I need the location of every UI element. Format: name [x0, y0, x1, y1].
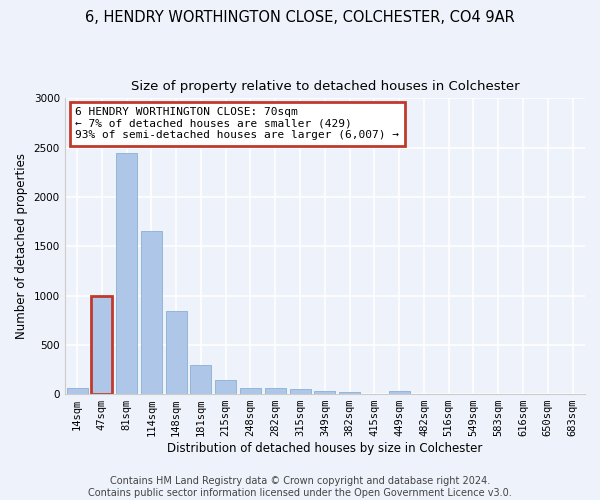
- Bar: [339, 392, 360, 394]
- X-axis label: Distribution of detached houses by size in Colchester: Distribution of detached houses by size …: [167, 442, 482, 455]
- Bar: [166, 312, 187, 394]
- Bar: [290, 389, 311, 394]
- Text: Contains HM Land Registry data © Crown copyright and database right 2024.
Contai: Contains HM Land Registry data © Crown c…: [88, 476, 512, 498]
- Bar: [91, 296, 112, 394]
- Bar: [215, 380, 236, 394]
- Bar: [116, 152, 137, 394]
- Bar: [190, 364, 211, 394]
- Bar: [240, 388, 261, 394]
- Text: 6, HENDRY WORTHINGTON CLOSE, COLCHESTER, CO4 9AR: 6, HENDRY WORTHINGTON CLOSE, COLCHESTER,…: [85, 10, 515, 25]
- Y-axis label: Number of detached properties: Number of detached properties: [15, 153, 28, 339]
- Bar: [389, 391, 410, 394]
- Bar: [67, 388, 88, 394]
- Text: 6 HENDRY WORTHINGTON CLOSE: 70sqm
← 7% of detached houses are smaller (429)
93% : 6 HENDRY WORTHINGTON CLOSE: 70sqm ← 7% o…: [75, 107, 399, 140]
- Title: Size of property relative to detached houses in Colchester: Size of property relative to detached ho…: [131, 80, 519, 93]
- Bar: [265, 388, 286, 394]
- Bar: [141, 232, 162, 394]
- Bar: [314, 391, 335, 394]
